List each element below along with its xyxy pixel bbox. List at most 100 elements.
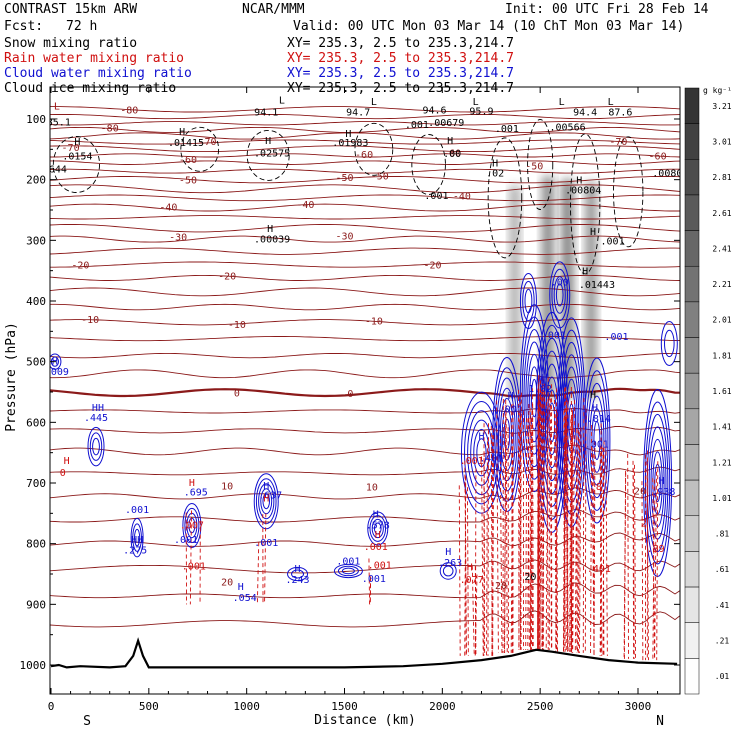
isotherm-label: -40	[159, 202, 177, 213]
rain-water-contour	[572, 400, 575, 653]
isotherm-label: -10	[228, 320, 246, 331]
extremum-label: .401	[587, 564, 611, 575]
y-tick-label: 700	[26, 477, 46, 490]
extremum-label: .001	[364, 542, 388, 553]
cloud-ice-contour	[354, 122, 394, 176]
extremum-label: HH	[131, 535, 143, 546]
rain-water-contour	[471, 565, 475, 656]
init-time: Init: 00 UTC Fri 28 Feb 14	[505, 2, 709, 17]
x-tick-label: 500	[139, 700, 159, 713]
cloud-water-contour	[89, 432, 103, 461]
cloud-water-contour	[553, 276, 566, 314]
forecast-label: Fcst:	[4, 19, 43, 34]
isotherm-label: -40	[453, 191, 471, 202]
field-xy-snow: XY= 235.3, 2.5 to 235.3,214.7	[287, 36, 514, 51]
cloud-water-contour	[464, 400, 499, 505]
color-bar-label: .21	[715, 637, 730, 646]
isotherm-label: -40	[296, 200, 314, 211]
rain-water-contour	[530, 388, 533, 650]
rain-water-contour	[499, 431, 503, 653]
rain-water-contour	[632, 468, 635, 659]
extremum-label: H	[445, 547, 451, 558]
color-bar-swatch	[684, 479, 700, 517]
color-bar-label: 2.81	[712, 173, 731, 182]
extremum-label: .077	[460, 575, 484, 586]
extremum-label: L	[608, 97, 614, 108]
extremum-label: .938	[651, 487, 675, 498]
isotherm-label: -20	[424, 261, 442, 272]
temperature-isotherms	[50, 106, 680, 628]
isotherm-label: -70	[609, 137, 627, 148]
cloud-water-contour	[337, 565, 359, 577]
color-bar-swatch	[684, 87, 700, 124]
x-axis-title: Distance (km)	[314, 713, 416, 728]
field-xy-cloud-water: XY= 235.3, 2.5 to 235.3,214.7	[287, 66, 514, 81]
rain-water-contour	[532, 404, 534, 650]
isotherm-label: 20	[634, 486, 646, 497]
isotherm-line	[50, 425, 680, 434]
extremum-label: H	[447, 136, 453, 147]
y-tick-label: 1000	[20, 659, 47, 672]
rain-water-contour	[518, 412, 521, 650]
color-bar-label: 2.01	[712, 316, 731, 325]
extremum-label: .001	[460, 456, 484, 467]
color-bar-swatch	[684, 551, 700, 588]
isotherm-label: 20	[495, 581, 507, 592]
color-bar-unit: g kg⁻¹	[703, 86, 732, 95]
cloud-water-contour	[87, 426, 105, 467]
plot-frame	[49, 86, 681, 695]
isotherm-label: 0	[347, 389, 353, 400]
rain-water-contour	[652, 479, 655, 661]
rain-water-contour	[492, 428, 495, 656]
rain-water-contour	[505, 410, 508, 653]
cloud-ice-contour	[613, 136, 644, 248]
isotherm-line	[50, 287, 680, 297]
x-axis-south-label: S	[83, 714, 91, 729]
isotherm-label: -20	[71, 261, 89, 272]
cloud-water-contour	[473, 428, 490, 477]
extremum-label: .00039	[254, 235, 290, 246]
cloud-water-contour	[442, 565, 454, 577]
cloud-water-contour	[182, 502, 202, 548]
isotherm-line	[50, 352, 680, 359]
extremum-label: 94.4	[573, 108, 597, 119]
rain-water-contour	[577, 432, 581, 653]
isotherm-line	[50, 139, 680, 145]
isotherm-label: 20	[221, 577, 233, 588]
isotherm-label: -20	[218, 272, 236, 283]
x-tick-label: 0	[48, 700, 55, 713]
y-tick-label: 600	[26, 416, 46, 429]
extremum-label: .001	[601, 236, 625, 247]
terrain-surface	[50, 637, 678, 669]
isotherm-line	[50, 176, 680, 184]
extremum-label: .445	[84, 413, 108, 424]
rain-water-contour	[189, 510, 192, 605]
x-tick-label: 1500	[331, 700, 358, 713]
rain-water-contour	[627, 453, 629, 659]
isotherm-label: -80	[120, 105, 138, 116]
extremum-label: H	[478, 432, 484, 443]
rain-water-contour	[555, 412, 558, 652]
cloud-water-contour	[593, 420, 601, 461]
rain-water-contour	[541, 376, 544, 650]
rain-water-contour	[582, 398, 585, 653]
extremum-label: .001	[174, 535, 198, 546]
extremum-label: H	[267, 224, 273, 235]
y-tick-label: 400	[26, 295, 46, 308]
cloud-ice-contour	[246, 129, 290, 181]
field-xy-cloud-ice: XY= 235.3, 2.5 to 235.3,214.7	[287, 81, 514, 96]
terrain-line	[50, 637, 678, 669]
cloud-water-contour	[367, 511, 389, 546]
extremum-label: H	[592, 403, 598, 414]
extremum-label: .0154	[62, 151, 92, 162]
rain-water-contour	[467, 487, 469, 656]
forecast-value: 72 h	[66, 19, 97, 34]
cloud-water-contour	[660, 320, 678, 366]
model-title: CONTRAST 15km ARW	[4, 2, 137, 17]
cloud-water-contour	[664, 329, 675, 358]
cloud-water-contour	[188, 517, 196, 534]
extremum-label: .401	[479, 454, 503, 465]
isotherm-label: -50	[179, 176, 197, 187]
isotherm-label: -80	[101, 123, 119, 134]
color-bar-swatch	[684, 301, 700, 338]
